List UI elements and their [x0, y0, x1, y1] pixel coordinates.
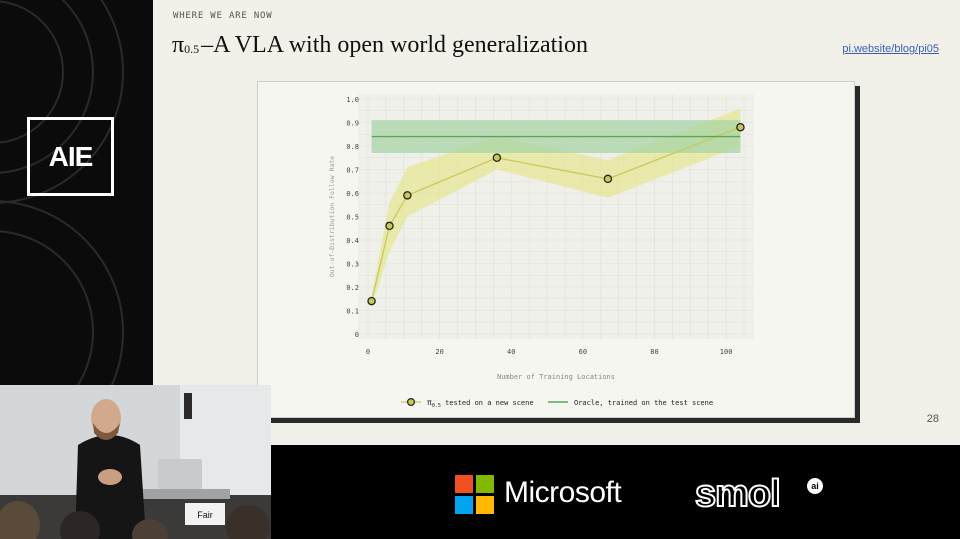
legend-label: π0.5 tested on a new scene	[427, 398, 534, 409]
y-tick-label: 0	[355, 331, 359, 339]
y-axis-label: Out-of-Distribution Follow Rate	[328, 156, 336, 277]
aie-logo: AIE	[27, 117, 114, 196]
y-tick-label: 0.2	[346, 284, 359, 292]
microsoft-logo-tile	[476, 475, 494, 493]
microsoft-logo-icon	[455, 475, 494, 514]
slide-title: π0.5–A VLA with open world generalizatio…	[172, 32, 588, 59]
laptop-sticker-text: Fair	[197, 510, 213, 520]
y-tick-label: 0.6	[346, 190, 359, 198]
legend-swatch-marker	[407, 398, 416, 407]
x-axis-label: Number of Training Locations	[497, 373, 615, 381]
title-subscript: 0.5	[184, 42, 200, 56]
series-line	[370, 126, 741, 302]
title-text: –A VLA with open world generalization	[201, 32, 588, 58]
x-tick-label: 40	[507, 348, 515, 356]
data-point	[736, 122, 745, 132]
y-tick-label: 0.1	[346, 308, 359, 316]
blog-link[interactable]: pi.website/blog/pi05	[842, 43, 939, 55]
sponsor-bar: Microsoft smol ai	[271, 445, 960, 539]
microsoft-logo-tile	[455, 475, 473, 493]
microsoft-logo-tile	[455, 496, 473, 514]
data-point	[492, 153, 502, 163]
microsoft-logo-tile	[476, 496, 494, 514]
y-tick-label: 0.7	[346, 167, 359, 175]
y-tick-label: 0.9	[346, 120, 359, 128]
y-tick-label: 0.5	[346, 214, 359, 222]
legend-label: Oracle, trained on the test scene	[574, 399, 713, 407]
x-tick-label: 0	[366, 348, 370, 356]
slide-eyebrow: WHERE WE ARE NOW	[173, 11, 273, 21]
speaker-video-frame: Fair	[0, 385, 271, 539]
data-point	[403, 191, 412, 200]
event-side-panel: AIE	[0, 0, 153, 385]
title-pi-symbol: π	[172, 32, 185, 58]
y-tick-label: 1.0	[346, 96, 359, 104]
x-tick-label: 80	[650, 348, 658, 356]
smol-ai-wordmark: smol	[694, 472, 782, 516]
data-point	[367, 296, 376, 306]
chart-card: 0 0.1 0.2 0.3 0.4 0.5 0.6 0.7 0.8 0.9 1.0 0 20 40 60 80…	[257, 81, 855, 418]
y-tick-label: 0.3	[346, 261, 359, 269]
slide-page-number: 28	[926, 413, 939, 425]
data-point	[603, 174, 613, 184]
x-tick-label: 100	[720, 348, 733, 356]
data-point	[385, 221, 394, 231]
presentation-slide: WHERE WE ARE NOW π0.5–A VLA with open wo…	[153, 0, 960, 445]
microsoft-wordmark: Microsoft	[504, 476, 622, 509]
x-tick-label: 20	[435, 348, 443, 356]
x-tick-label: 60	[579, 348, 587, 356]
aie-logo-text: AIE	[48, 140, 94, 172]
confidence-band	[371, 108, 741, 306]
y-tick-label: 0.8	[346, 143, 359, 151]
smol-ai-badge: ai	[807, 478, 823, 494]
y-tick-label: 0.4	[346, 237, 359, 245]
speaker-webcam: Fair	[0, 385, 271, 539]
follow-rate-chart: 0 0.1 0.2 0.3 0.4 0.5 0.6 0.7 0.8 0.9 1.0 0 20 40 60 80…	[328, 94, 754, 409]
